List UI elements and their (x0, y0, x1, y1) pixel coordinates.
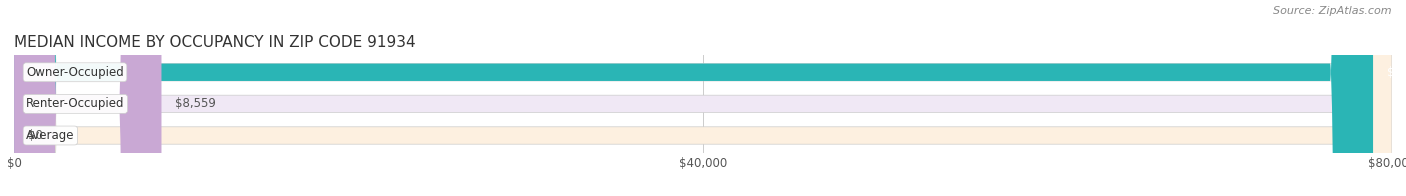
FancyBboxPatch shape (14, 0, 1374, 196)
Text: $8,559: $8,559 (176, 97, 217, 110)
Text: Renter-Occupied: Renter-Occupied (27, 97, 125, 110)
FancyBboxPatch shape (14, 0, 1392, 196)
Text: Owner-Occupied: Owner-Occupied (27, 66, 124, 79)
FancyBboxPatch shape (14, 0, 162, 196)
Text: Source: ZipAtlas.com: Source: ZipAtlas.com (1274, 6, 1392, 16)
Text: $78,904: $78,904 (1386, 66, 1406, 79)
Text: MEDIAN INCOME BY OCCUPANCY IN ZIP CODE 91934: MEDIAN INCOME BY OCCUPANCY IN ZIP CODE 9… (14, 34, 416, 50)
FancyBboxPatch shape (14, 0, 1392, 196)
Text: Average: Average (27, 129, 75, 142)
FancyBboxPatch shape (14, 0, 1392, 196)
Text: $0: $0 (28, 129, 42, 142)
